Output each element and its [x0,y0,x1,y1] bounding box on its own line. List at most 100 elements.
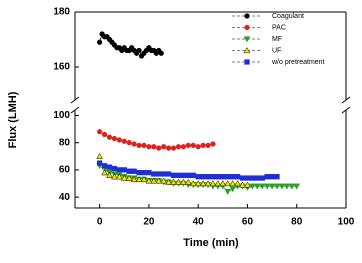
data-point [165,178,172,185]
data-point [244,175,251,181]
data-point [274,174,280,180]
data-point [190,142,196,149]
data-point [141,142,147,149]
data-point [96,160,103,166]
data-point [199,180,207,187]
data-point [205,142,211,149]
data-point [131,168,137,174]
x-axis-title: Time (min) [183,237,239,249]
data-point [96,129,103,135]
data-point [116,173,123,180]
legend-label: UF [272,47,281,54]
data-point [165,171,172,177]
x-tick-label: 0 [97,217,103,228]
data-point [264,174,270,180]
data-point [146,144,152,150]
data-point [106,134,113,140]
data-point [180,144,187,150]
data-point [180,172,187,178]
data-point [146,169,152,176]
data-point [185,172,191,178]
data-point [150,177,158,184]
data-point [269,174,275,180]
x-tick-label: 60 [242,217,254,228]
data-point [170,172,177,178]
y-tick-label: 60 [59,165,71,176]
data-point [273,183,281,190]
legend-marker [243,47,251,54]
data-point [200,174,206,180]
data-point [175,178,182,185]
axis-break [70,96,80,104]
legend-label: MF [272,36,282,43]
y-tick-label: 100 [53,110,70,121]
data-point [136,47,142,54]
data-point [210,174,216,180]
y-tick-label: 40 [59,192,71,203]
y-tick-label: 160 [53,62,70,73]
data-point [194,180,202,187]
data-point [136,142,142,149]
legend-marker [244,13,250,19]
data-point [229,186,236,193]
data-point [170,145,177,151]
data-point [126,140,132,146]
data-point [268,183,276,190]
data-point [189,180,197,187]
data-point [180,178,187,185]
data-point [229,180,236,187]
data-point [156,171,162,177]
legend-marker [244,59,250,65]
data-point [136,169,142,176]
data-point [141,169,147,176]
data-point [96,39,103,45]
data-point [116,137,122,143]
x-tick-label: 80 [291,217,303,228]
data-point [224,189,232,196]
legend-label: Coagulant [272,13,304,20]
data-point [125,174,133,181]
data-point [210,141,216,147]
data-point [111,135,118,142]
data-point [220,174,226,180]
data-point [195,144,201,150]
data-point [111,173,118,180]
y-axis-title: Flux (LMH) [7,91,19,148]
data-point [225,174,231,180]
data-point [239,175,246,181]
data-point [170,178,177,185]
data-point [195,174,201,180]
data-point [215,174,221,180]
data-point [253,183,261,190]
y-tick-label: 80 [59,137,71,148]
data-point [151,144,157,150]
data-point [121,167,127,173]
data-point [249,175,256,181]
legend-label: PAC [272,24,286,31]
axis-break [70,106,80,114]
data-point [165,145,172,151]
axis-break [341,106,351,114]
data-point [288,183,296,190]
data-point [101,169,108,176]
data-point [190,172,196,178]
x-tick-label: 40 [193,217,205,228]
data-point [161,144,167,150]
data-point [140,175,148,183]
data-point [145,177,153,184]
data-point [214,180,222,187]
data-point [120,174,128,181]
data-point [263,183,271,190]
data-point [234,180,241,187]
data-point [101,131,108,138]
data-point [156,145,162,151]
data-point [130,175,138,183]
data-point [175,144,182,150]
data-point [106,171,113,178]
data-point [131,141,137,147]
data-point [158,50,164,56]
data-point [121,138,127,144]
data-point [116,167,122,173]
axis-break [341,96,351,104]
